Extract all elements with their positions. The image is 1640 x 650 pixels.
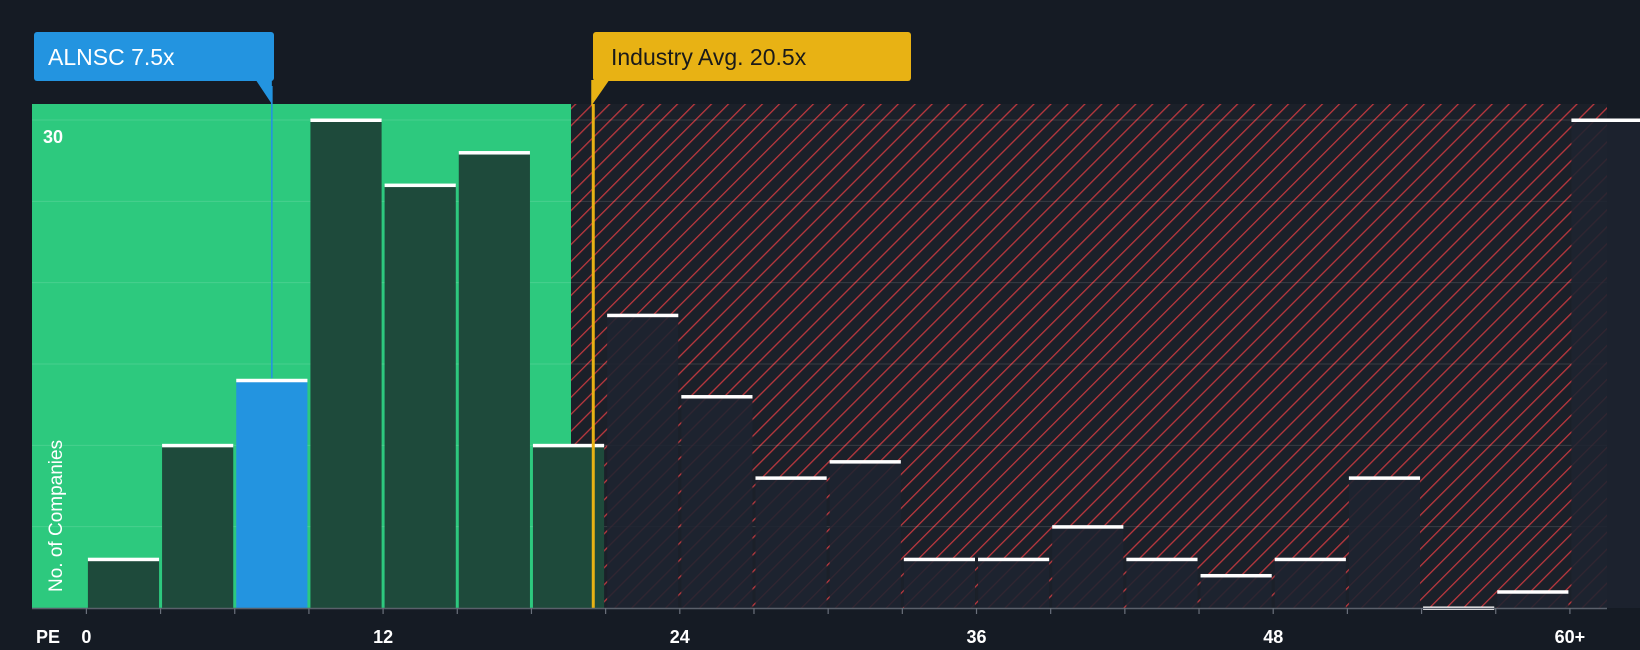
subject-callout-label: ALNSC 7.5x xyxy=(48,44,175,70)
histogram-bar xyxy=(384,185,456,609)
histogram-bar xyxy=(681,396,753,608)
industry-callout: Industry Avg. 20.5x xyxy=(591,32,911,106)
bar-cap xyxy=(384,183,456,188)
bar-cap xyxy=(978,557,1050,562)
histogram-bar xyxy=(162,445,234,608)
bar-cap xyxy=(458,151,530,155)
bar-cap xyxy=(87,557,160,562)
histogram-bar xyxy=(1200,575,1272,608)
x-tick-label: 24 xyxy=(670,627,690,647)
histogram-bar xyxy=(755,477,827,608)
bar-cap xyxy=(236,378,308,383)
y-axis-label: No. of Companies xyxy=(46,440,67,592)
histogram-bar xyxy=(1571,120,1640,608)
bar-cap xyxy=(1348,476,1421,480)
bar-cap xyxy=(1571,118,1640,122)
x-tick-label: 48 xyxy=(1263,627,1283,647)
histogram-bar xyxy=(87,559,160,608)
subject-callout-pointer xyxy=(255,80,272,104)
bar-cap xyxy=(1052,525,1124,529)
histogram-bar xyxy=(607,315,679,608)
bar-cap xyxy=(1274,557,1346,562)
bar-cap xyxy=(681,395,753,399)
industry-callout-label: Industry Avg. 20.5x xyxy=(611,44,807,70)
histogram-bar xyxy=(1126,559,1198,608)
histogram-bar xyxy=(1274,559,1346,608)
bar-cap xyxy=(532,443,605,448)
histogram-bar xyxy=(236,380,308,608)
bar-cap xyxy=(310,118,382,122)
bar-cap xyxy=(829,460,901,464)
histogram-bar xyxy=(1052,526,1124,608)
x-tick-label: 60+ xyxy=(1555,627,1586,647)
histogram-bar xyxy=(829,461,901,608)
histogram-bar xyxy=(1497,591,1569,608)
x-axis-label: PE xyxy=(36,627,60,647)
bar-cap xyxy=(903,557,976,562)
industry-callout-pointer xyxy=(591,80,610,106)
bar-cap xyxy=(607,313,679,318)
histogram-bar xyxy=(903,559,976,608)
subject-callout-box xyxy=(34,32,274,81)
industry-callout-box xyxy=(593,32,911,81)
bar-cap xyxy=(1497,590,1569,594)
x-tick-label: 0 xyxy=(81,627,91,647)
bar-cap xyxy=(162,443,234,448)
x-tick-label: 36 xyxy=(966,627,986,647)
histogram-bar xyxy=(458,152,530,609)
y-tick-label: 30 xyxy=(43,127,63,147)
histogram-bar xyxy=(1348,477,1421,608)
bar-cap xyxy=(1200,573,1272,578)
subject-callout: ALNSC 7.5x xyxy=(34,32,274,104)
bar-cap xyxy=(755,476,827,480)
histogram-bar xyxy=(978,559,1050,608)
histogram-bar xyxy=(310,120,382,608)
bar-cap xyxy=(1126,557,1198,562)
x-tick-label: 12 xyxy=(373,627,393,647)
